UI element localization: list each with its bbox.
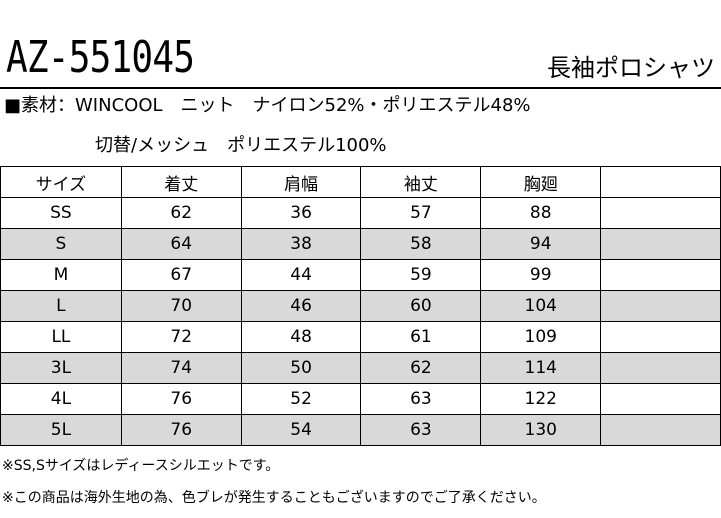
table-row: L 70 46 60 104 xyxy=(0,290,721,322)
cell-sleeve: 63 xyxy=(360,383,482,415)
product-name: 長袖ポロシャツ xyxy=(547,54,715,82)
cell-blank xyxy=(600,414,721,446)
cell-chest: 130 xyxy=(480,414,602,446)
cell-sleeve: 63 xyxy=(360,414,482,446)
cell-length: 72 xyxy=(120,321,242,353)
table-row: SS 62 36 57 88 xyxy=(0,197,721,229)
cell-size: LL xyxy=(0,321,122,353)
cell-blank xyxy=(600,228,721,260)
cell-blank xyxy=(600,197,721,229)
cell-shoulder: 52 xyxy=(240,383,362,415)
cell-size: 3L xyxy=(0,352,122,384)
cell-shoulder: 38 xyxy=(240,228,362,260)
cell-chest: 104 xyxy=(480,290,602,322)
cell-length: 74 xyxy=(120,352,242,384)
cell-size: 4L xyxy=(0,383,122,415)
cell-shoulder: 48 xyxy=(240,321,362,353)
cell-size: S xyxy=(0,228,122,260)
cell-chest: 122 xyxy=(480,383,602,415)
table-row: S 64 38 58 94 xyxy=(0,228,721,260)
table-row: M 67 44 59 99 xyxy=(0,259,721,291)
header-divider xyxy=(0,87,721,89)
cell-length: 62 xyxy=(120,197,242,229)
table-row: 4L 76 52 63 122 xyxy=(0,383,721,415)
header-size: サイズ xyxy=(0,166,122,198)
cell-chest: 109 xyxy=(480,321,602,353)
cell-blank xyxy=(600,383,721,415)
header-blank xyxy=(600,166,721,198)
cell-sleeve: 61 xyxy=(360,321,482,353)
header-chest: 胸廻 xyxy=(480,166,602,198)
note-silhouette: ※SS,Sサイズはレディースシルエットです。 xyxy=(2,458,280,474)
cell-shoulder: 50 xyxy=(240,352,362,384)
cell-chest: 99 xyxy=(480,259,602,291)
cell-size: SS xyxy=(0,197,122,229)
header-shoulder: 肩幅 xyxy=(240,166,362,198)
material-line-1: ■素材：WINCOOL ニット ナイロン52%・ポリエステル48% xyxy=(4,95,531,116)
table-row: 5L 76 54 63 130 xyxy=(0,414,721,446)
cell-size: M xyxy=(0,259,122,291)
material-line-2: 切替/メッシュ ポリエステル100% xyxy=(95,135,387,156)
cell-size: L xyxy=(0,290,122,322)
table-row: 3L 74 50 62 114 xyxy=(0,352,721,384)
header-sleeve: 袖丈 xyxy=(360,166,482,198)
cell-shoulder: 44 xyxy=(240,259,362,291)
cell-sleeve: 62 xyxy=(360,352,482,384)
cell-blank xyxy=(600,352,721,384)
cell-shoulder: 36 xyxy=(240,197,362,229)
table-header-row: サイズ 着丈 肩幅 袖丈 胸廻 xyxy=(0,166,721,198)
cell-length: 70 xyxy=(120,290,242,322)
header-length: 着丈 xyxy=(120,166,242,198)
cell-sleeve: 60 xyxy=(360,290,482,322)
cell-blank xyxy=(600,290,721,322)
model-number: AZ-551045 xyxy=(6,32,195,83)
cell-length: 76 xyxy=(120,414,242,446)
cell-shoulder: 54 xyxy=(240,414,362,446)
cell-chest: 114 xyxy=(480,352,602,384)
cell-chest: 88 xyxy=(480,197,602,229)
cell-length: 76 xyxy=(120,383,242,415)
cell-shoulder: 46 xyxy=(240,290,362,322)
cell-length: 67 xyxy=(120,259,242,291)
cell-size: 5L xyxy=(0,414,122,446)
cell-length: 64 xyxy=(120,228,242,260)
cell-sleeve: 57 xyxy=(360,197,482,229)
table-row: LL 72 48 61 109 xyxy=(0,321,721,353)
size-table: サイズ 着丈 肩幅 袖丈 胸廻 SS 62 36 57 88 S 64 38 5… xyxy=(0,166,721,446)
cell-blank xyxy=(600,321,721,353)
cell-blank xyxy=(600,259,721,291)
note-color-variation: ※この商品は海外生地の為、色ブレが発生することもございますのでご了承ください。 xyxy=(2,490,546,506)
cell-chest: 94 xyxy=(480,228,602,260)
cell-sleeve: 58 xyxy=(360,228,482,260)
cell-sleeve: 59 xyxy=(360,259,482,291)
